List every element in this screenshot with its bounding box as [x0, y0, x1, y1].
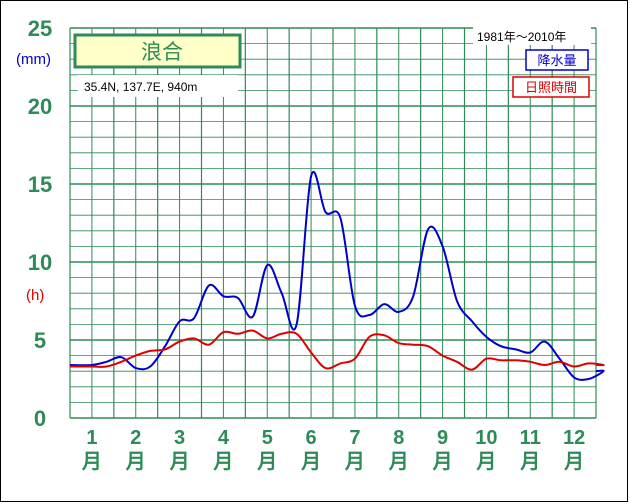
y-tick-label: 5 [34, 328, 46, 353]
month-suffix: 月 [432, 451, 453, 473]
title-box [73, 33, 242, 69]
month-suffix: 月 [212, 451, 233, 473]
location-bg [78, 75, 238, 97]
month-number: 9 [437, 427, 448, 449]
y-tick-label: 25 [28, 16, 52, 41]
location-label: 35.4N, 137.7E, 940m [84, 80, 197, 94]
month-number: 5 [262, 427, 273, 449]
legend-sun-label: 日照時間 [525, 80, 577, 95]
y-tick-label: 10 [28, 250, 52, 275]
month-number: 11 [520, 427, 541, 449]
period-bg [473, 27, 591, 45]
month-suffix: 月 [475, 451, 496, 473]
month-number: 3 [174, 427, 185, 449]
month-suffix: 月 [519, 451, 540, 473]
y-tick-labels: 0 5 10 15 20 25 [28, 16, 52, 431]
month-number: 2 [130, 427, 141, 449]
chart-title: 浪合 [141, 41, 183, 64]
legend-precip-label: 降水量 [537, 53, 576, 68]
precip-unit-label: (mm) [16, 51, 51, 68]
legend-precip-box [525, 49, 589, 71]
y-tick-label: 0 [34, 406, 46, 431]
month-number: 10 [475, 427, 497, 449]
month-number: 1 [86, 427, 97, 449]
y-tick-label: 20 [28, 94, 52, 119]
month-number: 4 [218, 427, 230, 449]
period-label: 1981年〜2010年 [477, 30, 566, 44]
month-number: 8 [393, 427, 404, 449]
legend-sun-box [512, 76, 590, 98]
month-suffix: 月 [388, 451, 409, 473]
y-tick-label: 15 [28, 172, 52, 197]
month-number: 6 [306, 427, 317, 449]
month-suffix: 月 [125, 451, 146, 473]
series-layer [69, 171, 605, 381]
sun-unit-label: (h) [26, 287, 44, 304]
precip-series-line [69, 171, 605, 381]
month-number: 7 [349, 427, 360, 449]
month-suffix: 月 [344, 451, 365, 473]
month-suffix: 月 [563, 451, 584, 473]
sunshine-series-line [69, 329, 605, 371]
month-suffix: 月 [300, 451, 321, 473]
month-suffix: 月 [256, 451, 277, 473]
month-suffix: 月 [81, 451, 102, 473]
month-suffix: 月 [169, 451, 190, 473]
month-number: 12 [563, 427, 585, 449]
